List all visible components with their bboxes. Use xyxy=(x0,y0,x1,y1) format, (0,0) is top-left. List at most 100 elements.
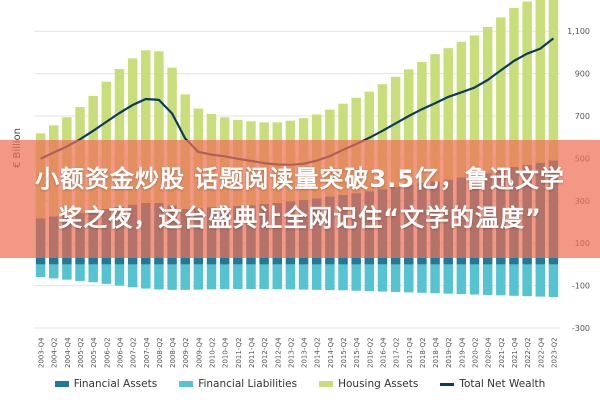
legend-item-financial-assets: Financial Assets xyxy=(54,378,158,390)
headline-line-1: 小额资金炒股 话题阅读量突破3.5亿，鲁迅文学 xyxy=(35,165,565,193)
bar-financial-liabilities xyxy=(509,264,519,296)
bar-financial-liabilities xyxy=(154,264,164,290)
bar-financial-liabilities xyxy=(219,264,230,290)
x-tick-label: 2023-Q2 xyxy=(550,337,558,368)
bar-housing-assets xyxy=(443,48,453,180)
bar-housing-assets xyxy=(127,58,138,205)
x-tick-label: 2019-Q2 xyxy=(445,337,453,368)
x-tick-label: 2004-Q4 xyxy=(64,337,72,368)
bar-financial-liabilities xyxy=(548,264,559,298)
x-tick-label: 2012-Q4 xyxy=(274,337,282,368)
x-tick-label: 2016-Q4 xyxy=(380,337,388,368)
bar-financial-liabilities xyxy=(193,264,204,290)
x-tick-label: 2008-Q4 xyxy=(169,337,177,368)
x-tick-label: 2020-Q4 xyxy=(485,337,493,368)
bar-housing-assets xyxy=(548,0,559,161)
y-tick-label: 900 xyxy=(575,70,590,79)
x-tick-label: 2007-Q4 xyxy=(143,337,151,368)
bar-financial-liabilities xyxy=(101,264,112,284)
bar-housing-assets xyxy=(377,84,388,190)
bar-housing-assets xyxy=(535,0,546,163)
bar-financial-liabilities xyxy=(233,264,243,289)
x-tick-label: 2020-Q2 xyxy=(472,337,480,368)
bar-housing-assets xyxy=(430,54,440,182)
bar-financial-liabilities xyxy=(456,264,467,295)
x-tick-label: 2005-Q2 xyxy=(77,337,85,368)
x-tick-label: 2006-Q2 xyxy=(103,337,111,368)
x-tick-label: 2004-Q2 xyxy=(51,337,59,368)
x-tick-label: 2011-Q4 xyxy=(248,337,256,368)
legend-item-financial-liabilities: Financial Liabilities xyxy=(179,378,297,390)
bar-financial-liabilities xyxy=(482,264,493,295)
bar-financial-liabilities xyxy=(167,264,177,290)
headline-text: 小额资金炒股 话题阅读量突破3.5亿，鲁迅文学 奖之夜，这台盛典让全网记住“文学… xyxy=(20,160,580,238)
x-tick-label: 2015-Q4 xyxy=(353,337,361,368)
x-tick-label: 2013-Q4 xyxy=(301,337,309,368)
x-tick-label: 2022-Q2 xyxy=(524,337,532,368)
bar-financial-liabilities xyxy=(522,264,532,297)
bar-housing-assets xyxy=(509,7,519,167)
legend-swatch-housing-assets xyxy=(319,381,334,387)
legend-label-financial-assets: Financial Assets xyxy=(73,378,158,390)
x-tick-label: 2006-Q4 xyxy=(117,337,125,368)
bar-financial-liabilities xyxy=(338,264,348,291)
bar-housing-assets xyxy=(114,68,125,207)
bar-financial-liabilities xyxy=(377,264,388,292)
bar-financial-liabilities xyxy=(272,264,283,290)
bar-housing-assets xyxy=(404,69,414,185)
x-tick-label: 2013-Q2 xyxy=(287,337,295,368)
bar-financial-liabilities xyxy=(298,264,309,290)
y-tick-label: 700 xyxy=(575,112,590,121)
legend-item-housing-assets: Housing Assets xyxy=(319,378,418,390)
headline-banner: 小额资金炒股 话题阅读量突破3.5亿，鲁迅文学 奖之夜，这台盛典让全网记住“文学… xyxy=(0,140,600,258)
chart-legend: Financial Assets Financial Liabilities H… xyxy=(0,374,600,394)
x-tick-label: 2022-Q4 xyxy=(537,337,545,368)
bar-financial-liabilities xyxy=(35,264,46,278)
x-tick-label: 2021-Q4 xyxy=(511,337,519,368)
bar-financial-liabilities xyxy=(259,264,269,289)
x-tick-label: 2014-Q4 xyxy=(327,337,335,368)
y-tick-label: -300 xyxy=(572,324,590,333)
x-tick-label: 2009-Q2 xyxy=(182,337,190,368)
legend-label-total-net-wealth: Total Net Wealth xyxy=(459,378,546,390)
bar-financial-liabilities xyxy=(127,264,138,288)
bar-housing-assets xyxy=(456,41,467,178)
bar-financial-liabilities xyxy=(325,264,335,291)
x-tick-label: 2021-Q2 xyxy=(498,337,506,368)
x-tick-label: 2009-Q4 xyxy=(195,337,203,368)
bar-financial-liabilities xyxy=(75,264,85,281)
bar-housing-assets xyxy=(390,76,401,188)
x-tick-label: 2017-Q4 xyxy=(406,337,414,368)
x-tick-label: 2008-Q2 xyxy=(156,337,164,368)
bar-financial-liabilities xyxy=(114,264,125,286)
legend-label-financial-liabilities: Financial Liabilities xyxy=(198,378,298,390)
bar-housing-assets xyxy=(417,61,427,183)
x-tick-label: 2018-Q4 xyxy=(432,337,440,368)
bar-financial-liabilities xyxy=(443,264,453,294)
x-tick-label: 2003-Q4 xyxy=(38,337,46,368)
bar-financial-liabilities xyxy=(430,264,440,294)
x-tick-label: 2014-Q2 xyxy=(314,337,322,368)
bar-housing-assets xyxy=(141,50,151,203)
x-tick-label: 2011-Q2 xyxy=(235,337,243,368)
x-tick-label: 2015-Q2 xyxy=(340,337,348,368)
bar-housing-assets xyxy=(522,1,532,165)
x-tick-label: 2010-Q2 xyxy=(209,337,217,368)
bar-financial-liabilities xyxy=(88,264,98,283)
bar-financial-liabilities xyxy=(417,264,427,293)
bar-housing-assets xyxy=(482,26,493,174)
bar-financial-liabilities xyxy=(246,264,256,289)
bar-housing-assets xyxy=(469,35,480,176)
bar-financial-liabilities xyxy=(364,264,375,292)
legend-swatch-total-net-wealth xyxy=(440,382,455,386)
bar-housing-assets xyxy=(167,67,177,206)
y-tick-label: -100 xyxy=(572,282,590,291)
y-tick-label: 1,100 xyxy=(567,27,590,36)
bar-financial-liabilities xyxy=(285,264,296,290)
bar-financial-liabilities xyxy=(390,264,401,292)
bar-financial-liabilities xyxy=(535,264,546,297)
bar-housing-assets xyxy=(154,51,164,203)
bar-financial-liabilities xyxy=(62,264,72,280)
x-tick-label: 2012-Q2 xyxy=(261,337,269,368)
